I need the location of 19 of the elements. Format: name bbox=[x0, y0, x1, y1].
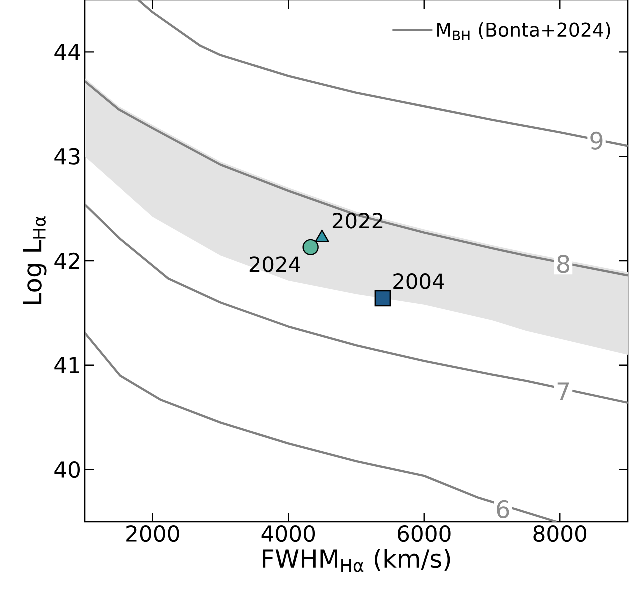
x-tick-label: 6000 bbox=[398, 526, 451, 542]
x-tick-label: 2000 bbox=[126, 526, 180, 542]
annotation: 8 bbox=[558, 255, 570, 274]
series-label: 2004 bbox=[394, 274, 444, 290]
annotation: 9 bbox=[590, 132, 603, 150]
y-tick-label: 40 bbox=[54, 462, 80, 478]
x-axis-title: FWHM$_{Hα}$ (km/s) bbox=[263, 548, 450, 572]
y-axis-title: Log L$_{Hα}$ bbox=[23, 216, 47, 304]
legend-label: M$_{BH}$ (Bonta+2024) bbox=[438, 22, 610, 41]
y-tick-label: 44 bbox=[54, 44, 80, 60]
annotation: 6 bbox=[497, 500, 510, 519]
annotation: 7 bbox=[558, 382, 570, 400]
x-tick-label: 8000 bbox=[534, 526, 587, 542]
y-tick-label: 42 bbox=[54, 252, 80, 270]
y-tick-label: 41 bbox=[54, 357, 80, 374]
y-tick-label: 43 bbox=[54, 148, 80, 165]
series-label: 2024 bbox=[250, 256, 300, 272]
x-tick-label: 4000 bbox=[262, 526, 316, 542]
series-label: 2022 bbox=[332, 213, 383, 229]
